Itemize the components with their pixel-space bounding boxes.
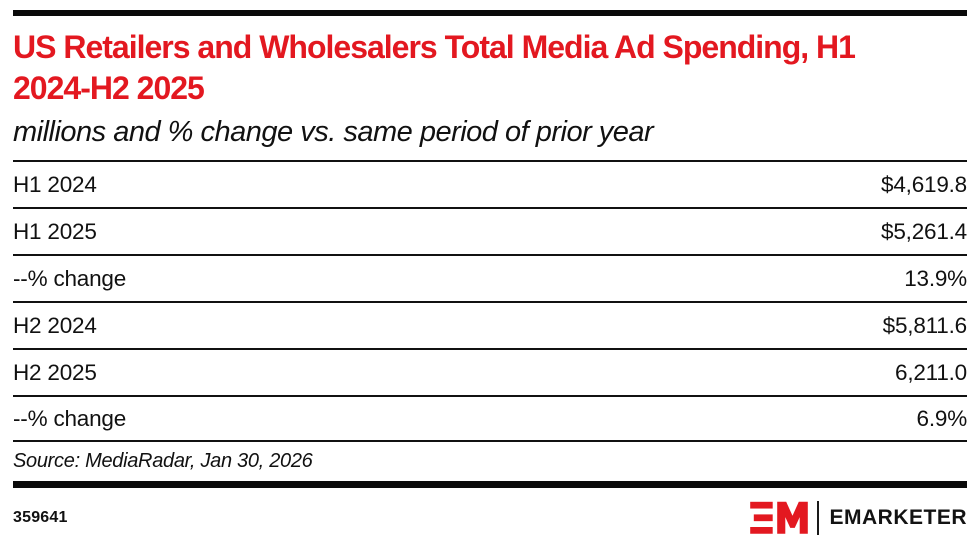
data-table: H1 2024 $4,619.8 H1 2025 $5,261.4 --% ch… xyxy=(13,160,967,442)
table-row: H1 2025 $5,261.4 xyxy=(13,207,967,254)
row-label: --% change xyxy=(13,265,127,291)
footer: 359641 EMARKETER xyxy=(13,497,967,539)
row-value: 6.9% xyxy=(916,405,968,431)
chart-subtitle: millions and % change vs. same period of… xyxy=(13,116,654,148)
row-value: 13.9% xyxy=(904,265,967,291)
logo-divider xyxy=(817,501,820,535)
row-value: $5,811.6 xyxy=(882,312,968,338)
table-row: --% change 13.9% xyxy=(13,254,967,301)
row-value: $5,261.4 xyxy=(881,218,967,244)
row-value: $4,619.8 xyxy=(881,171,967,197)
chart-id: 359641 xyxy=(13,509,68,526)
row-label: H1 2024 xyxy=(13,171,97,197)
top-rule xyxy=(13,10,967,16)
table-row: --% change 6.9% xyxy=(13,395,967,442)
brand-name: EMARKETER xyxy=(829,506,967,529)
table-row: H1 2024 $4,619.8 xyxy=(13,160,967,207)
table-row: H2 2025 6,211.0 xyxy=(13,348,967,395)
emarketer-logo: EMARKETER xyxy=(750,500,967,536)
chart-title: US Retailers and Wholesalers Total Media… xyxy=(13,29,856,106)
em-monogram-icon xyxy=(750,501,809,534)
row-label: H2 2025 xyxy=(13,359,97,385)
row-label: H1 2025 xyxy=(13,218,97,244)
bottom-rule xyxy=(13,481,967,488)
table-row: H2 2024 $5,811.6 xyxy=(13,301,967,348)
row-value: 6,211.0 xyxy=(895,359,967,385)
row-label: H2 2024 xyxy=(13,312,97,338)
row-label: --% change xyxy=(13,405,127,431)
source-note: Source: MediaRadar, Jan 30, 2026 xyxy=(13,450,313,472)
